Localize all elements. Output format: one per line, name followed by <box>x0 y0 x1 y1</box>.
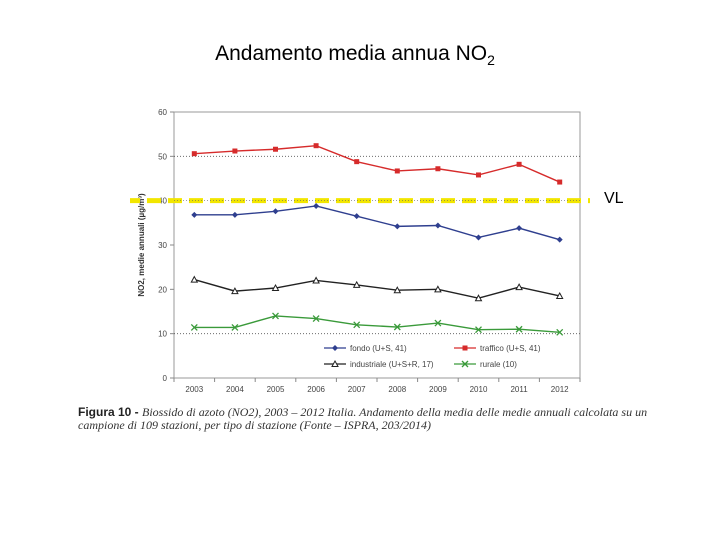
cross-stroke <box>475 326 482 334</box>
legend-marker <box>462 345 468 351</box>
data-point <box>231 211 238 218</box>
x-tick-label: 2007 <box>348 385 366 394</box>
x-tick-label: 2004 <box>226 385 244 394</box>
series-line-2 <box>194 278 560 299</box>
data-point <box>191 151 197 157</box>
y-tick-label: 20 <box>158 285 167 294</box>
legend-label: fondo (U+S, 41) <box>350 344 407 353</box>
data-point <box>394 168 400 174</box>
line-chart: 0 10 20 30 40 50 60 2003 2004 2005 2006 2007 2008 200… <box>130 108 590 394</box>
cross-stroke <box>272 312 279 320</box>
y-axis-label: NO2, medie annuali (µg/m³) <box>137 193 146 297</box>
legend-marker <box>461 360 469 368</box>
vl-label: VL <box>604 190 624 207</box>
caption-text: Biossido di azoto (NO2), 2003 – 2012 Ita… <box>78 405 648 432</box>
data-point <box>190 324 198 331</box>
data-point <box>555 291 564 299</box>
y-tick-label: 50 <box>158 152 167 161</box>
data-point <box>272 208 279 215</box>
x-tick-label: 2008 <box>388 385 406 394</box>
data-point <box>474 294 483 302</box>
data-point <box>272 312 279 320</box>
data-point <box>435 166 441 172</box>
data-point <box>515 325 523 333</box>
legend-label: rurale (10) <box>480 360 517 369</box>
y-tick-label: 40 <box>158 197 167 206</box>
y-tick-label: 10 <box>158 330 167 339</box>
cross-stroke <box>556 328 564 336</box>
data-point <box>393 323 401 331</box>
x-tick-label: 2011 <box>510 385 528 394</box>
slide-title-main: Andamento media annua NO <box>215 42 488 65</box>
slide-title-subscript: 2 <box>487 52 495 68</box>
cross-stroke <box>434 319 442 327</box>
data-point <box>354 159 360 165</box>
series-line-0 <box>194 205 560 241</box>
cross-stroke <box>461 360 469 368</box>
y-tick-label: 0 <box>163 374 168 383</box>
data-point <box>312 315 320 323</box>
cross-stroke <box>353 321 361 329</box>
x-tick-label: 2012 <box>551 385 569 394</box>
data-point <box>231 287 239 295</box>
data-point <box>475 234 482 241</box>
cross-stroke <box>312 315 320 323</box>
legend-marker <box>331 359 339 367</box>
cross-stroke <box>393 323 401 331</box>
cross-stroke <box>231 324 239 331</box>
data-point <box>434 222 441 229</box>
x-tick-label: 2006 <box>307 385 325 394</box>
data-point <box>352 280 361 288</box>
series-line-1 <box>194 144 560 183</box>
data-point <box>434 319 442 327</box>
legend-label: traffico (U+S, 41) <box>480 344 541 353</box>
x-tick-label: 2005 <box>267 385 285 394</box>
figure-caption: Figura 10 - Biossido di azoto (NO2), 200… <box>78 406 658 432</box>
data-point <box>515 283 523 291</box>
cross-stroke <box>190 324 198 331</box>
data-point <box>475 326 482 334</box>
x-tick-label: 2010 <box>470 385 488 394</box>
data-point <box>232 148 238 154</box>
data-point <box>516 225 523 232</box>
data-point <box>394 223 401 230</box>
x-tick-label: 2003 <box>185 385 203 394</box>
caption-label: Figura 10 - <box>78 405 143 419</box>
y-tick-label: 60 <box>158 108 167 117</box>
legend-marker <box>332 345 338 351</box>
data-point <box>273 146 278 152</box>
data-point <box>516 161 522 167</box>
data-point <box>190 275 199 283</box>
data-point <box>556 236 563 243</box>
data-point <box>353 213 360 220</box>
data-point <box>313 202 320 209</box>
data-point <box>557 179 563 185</box>
data-point <box>353 321 361 329</box>
slide-title: Andamento media annua NO2 <box>0 42 710 68</box>
cross-stroke <box>515 325 523 333</box>
x-tick-label: 2009 <box>429 385 447 394</box>
data-point <box>312 276 320 284</box>
data-point <box>434 285 442 293</box>
legend-label: industriale (U+S+R, 17) <box>350 360 434 369</box>
y-tick-label: 30 <box>158 241 167 250</box>
data-point <box>231 324 239 331</box>
data-point <box>271 283 280 292</box>
data-point <box>393 286 402 294</box>
series-line-3 <box>194 315 560 334</box>
data-point <box>556 328 564 336</box>
data-point <box>313 143 319 149</box>
data-point <box>476 172 481 178</box>
data-point <box>191 211 198 218</box>
